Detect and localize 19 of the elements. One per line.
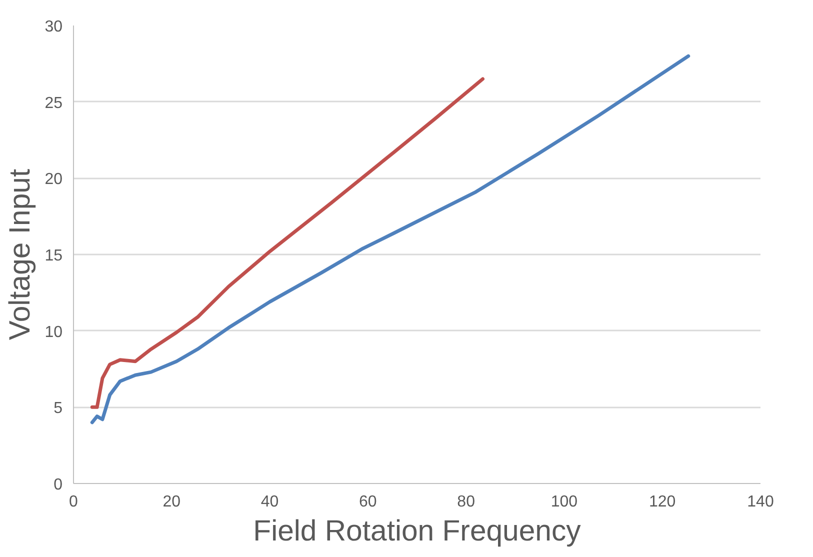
y-tick-label: 10 [44, 324, 63, 341]
y-tick-label: 5 [54, 400, 63, 418]
x-tick-label: 140 [747, 494, 774, 510]
x-tick-label: 0 [69, 494, 78, 510]
y-tick-label: 20 [44, 171, 63, 188]
y-tick-label: 0 [54, 476, 63, 494]
line-series [90, 77, 485, 409]
x-tick-label: 40 [260, 494, 279, 510]
x-axis-title: Field Rotation Frequency [253, 514, 582, 548]
x-tick-label: 60 [359, 494, 377, 510]
x-tick-label: 100 [550, 494, 578, 510]
x-tick-label: 120 [649, 494, 676, 510]
x-tick-label: 80 [457, 494, 476, 510]
line-series [90, 54, 690, 424]
y-axis-title: Voltage Input [4, 168, 37, 340]
x-tick-label: 20 [162, 494, 181, 510]
y-tick-label: 30 [44, 18, 63, 36]
y-tick-label: 25 [44, 94, 63, 112]
y-tick-label: 15 [44, 248, 63, 264]
